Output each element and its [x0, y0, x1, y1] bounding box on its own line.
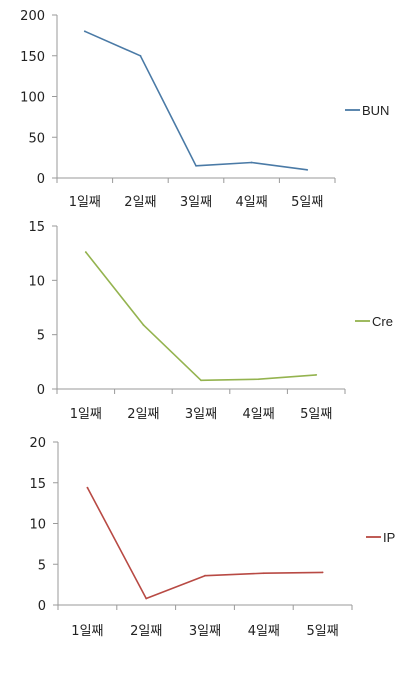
y-tick-label: 0 [37, 383, 45, 398]
bun-chart: 0 50 100 150 200 1일째 2일째 3일째 4일째 5일째 BUN [20, 9, 389, 210]
data-point [84, 251, 87, 253]
data-point [306, 168, 309, 171]
y-tick-label: 200 [20, 9, 45, 24]
data-point [83, 30, 86, 33]
data-point [315, 373, 318, 376]
y-tick-label: 15 [28, 220, 45, 235]
cre-chart: 0 5 10 15 1일째 2일째 3일째 4일째 5일째 Cre [28, 220, 393, 422]
data-point [195, 164, 197, 167]
x-tick-label: 3일째 [185, 407, 217, 422]
data-point [250, 161, 253, 164]
y-tick-label: 10 [28, 274, 45, 289]
data-point [200, 379, 202, 382]
data-point [262, 572, 265, 575]
data-point [86, 486, 89, 489]
data-point [142, 323, 145, 326]
y-tick-label: 5 [38, 558, 46, 573]
legend-label: IP [383, 530, 395, 545]
ip-chart: 0 5 10 15 20 1일째 2일째 3일째 4일째 5일째 IP [29, 436, 395, 639]
data-point [145, 597, 148, 600]
data-point [257, 378, 260, 381]
x-tick-label: 3일째 [180, 195, 212, 210]
x-tick-label: 4일째 [235, 195, 267, 210]
x-tick-label: 5일째 [306, 624, 338, 639]
data-point [321, 571, 324, 574]
x-tick-label: 1일째 [69, 195, 101, 210]
x-tick-label: 2일째 [130, 624, 162, 639]
y-tick-label: 5 [37, 329, 45, 344]
x-tick-label: 2일째 [124, 195, 156, 210]
series-line-ip [86, 487, 323, 600]
y-tick-label: 0 [38, 599, 46, 614]
x-tick-label: 3일째 [189, 624, 221, 639]
y-tick-label: 0 [37, 172, 45, 187]
y-tick-label: 100 [20, 91, 45, 106]
y-tick-label: 150 [20, 50, 45, 65]
data-point [204, 574, 206, 577]
x-tick-label: 2일째 [127, 407, 159, 422]
y-tick-label: 10 [29, 518, 46, 533]
x-tick-label: 4일째 [242, 407, 274, 422]
x-tick-label: 1일째 [71, 624, 103, 639]
legend-label: Cre [372, 314, 393, 329]
series-line-cre [85, 251, 317, 382]
y-tick-label: 50 [28, 131, 45, 146]
x-tick-label: 1일째 [70, 407, 102, 422]
legend-label: BUN [362, 103, 389, 118]
series-line-bun [84, 30, 308, 171]
x-tick-label: 5일째 [291, 195, 323, 210]
x-tick-label: 4일째 [248, 624, 280, 639]
y-tick-label: 20 [29, 436, 46, 451]
data-point [139, 54, 142, 57]
x-tick-label: 5일째 [300, 407, 332, 422]
y-tick-label: 15 [29, 477, 46, 492]
